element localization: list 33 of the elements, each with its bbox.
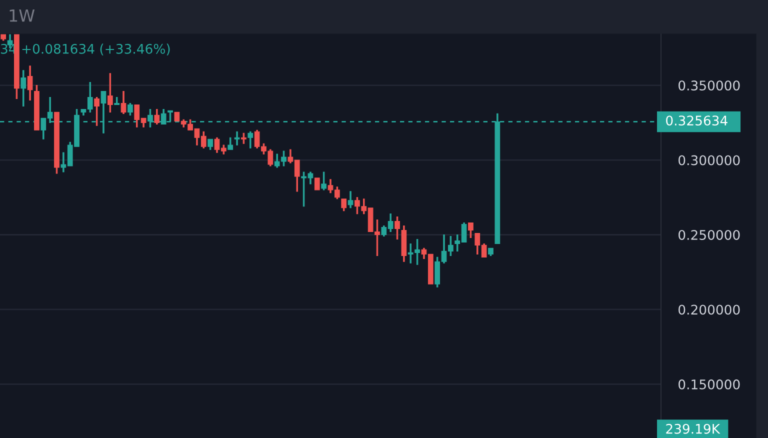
candlestick: [20, 70, 26, 107]
candlestick: [341, 198, 347, 212]
y-tick-label: 0.150000: [678, 379, 740, 390]
candlestick: [208, 138, 213, 150]
candlestick: [314, 178, 320, 190]
candlestick: [154, 108, 160, 124]
candlestick: [241, 132, 246, 144]
y-tick-label: 0.350000: [678, 80, 740, 91]
text: 239.19K: [666, 424, 720, 434]
candlestick: [348, 191, 354, 208]
candlestick: [488, 248, 494, 256]
y-tick-label: 0.250000: [678, 230, 740, 240]
candlestick: [401, 226, 407, 262]
candlestick: [114, 96, 120, 106]
candlestick: [128, 102, 133, 116]
candlestick: [468, 222, 474, 238]
candlestick: [321, 172, 327, 190]
candlestick: [54, 112, 60, 174]
candlestick: [94, 96, 100, 126]
ref-line-label: 0.325634: [666, 116, 728, 126]
candlestick: [120, 91, 126, 114]
candlestick: [248, 131, 254, 148]
candlestick: [228, 137, 234, 150]
candlestick: [0, 34, 6, 41]
candlestick: [234, 131, 240, 146]
candlestick: [34, 85, 40, 130]
candlestick: [107, 73, 113, 112]
chart-title: 1W: [10, 9, 35, 22]
candlestick: [14, 34, 20, 100]
candlestick: [394, 216, 400, 240]
candlestick: [27, 66, 33, 101]
y-tick-label: 0.300000: [678, 155, 740, 166]
y-tick-label: 0.200000: [678, 304, 740, 315]
